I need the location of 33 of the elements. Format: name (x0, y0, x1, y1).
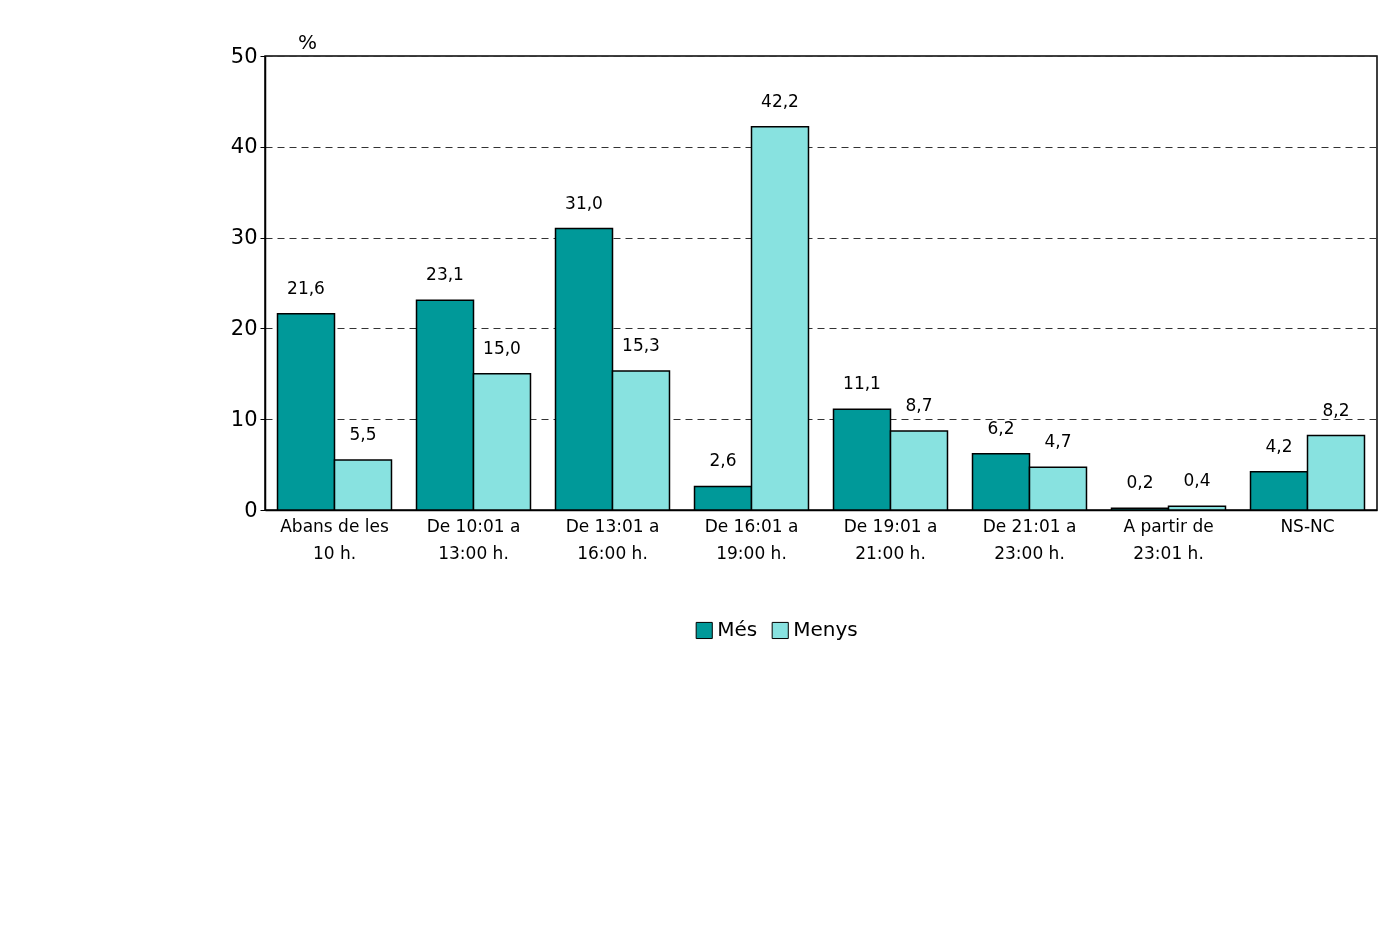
legend-label: Més (717, 617, 758, 642)
x-tick-label: Abans de les 10 h. (280, 515, 389, 563)
data-label: 8,7 (905, 395, 933, 415)
data-label: 15,0 (483, 337, 521, 358)
x-tick-label: NS-NC (1280, 515, 1335, 536)
y-tick-label: 50 (230, 43, 258, 68)
x-tick-label: De 16:01 a 19:00 h. (704, 515, 799, 563)
data-label: 4,2 (1265, 435, 1293, 456)
data-label: 0,2 (1126, 472, 1154, 493)
y-tick-label: 10 (230, 406, 258, 431)
data-label: 31,0 (565, 192, 603, 213)
data-label: 21,6 (287, 277, 325, 298)
x-tick-label: De 21:01 a 23:00 h. (982, 515, 1077, 563)
x-tick-label: De 13:01 a 16:00 h. (565, 515, 660, 563)
data-label: 15,3 (622, 335, 660, 356)
legend-label: Menys (793, 617, 858, 642)
data-label: 23,1 (426, 264, 464, 285)
x-tick-label: De 10:01 a 13:00 h. (426, 515, 521, 563)
y-tick-label: 40 (230, 134, 258, 159)
y-tick-label: 0 (244, 497, 258, 522)
y-axis-title: % (297, 29, 318, 54)
data-label: 2,6 (709, 450, 737, 471)
data-label: 8,2 (1322, 399, 1350, 420)
data-label: 6,2 (987, 417, 1015, 438)
x-tick-label: A partir de 23:01 h. (1123, 515, 1214, 563)
data-label: 0,4 (1183, 470, 1211, 491)
y-tick-label: 30 (230, 225, 258, 250)
y-tick-label: 20 (230, 315, 258, 340)
x-tick-label: De 19:01 a 21:00 h. (843, 515, 938, 563)
data-label: 4,7 (1044, 431, 1072, 452)
data-label: 5,5 (349, 424, 377, 445)
data-label: 11,1 (843, 373, 881, 394)
data-label: 42,2 (761, 90, 799, 111)
